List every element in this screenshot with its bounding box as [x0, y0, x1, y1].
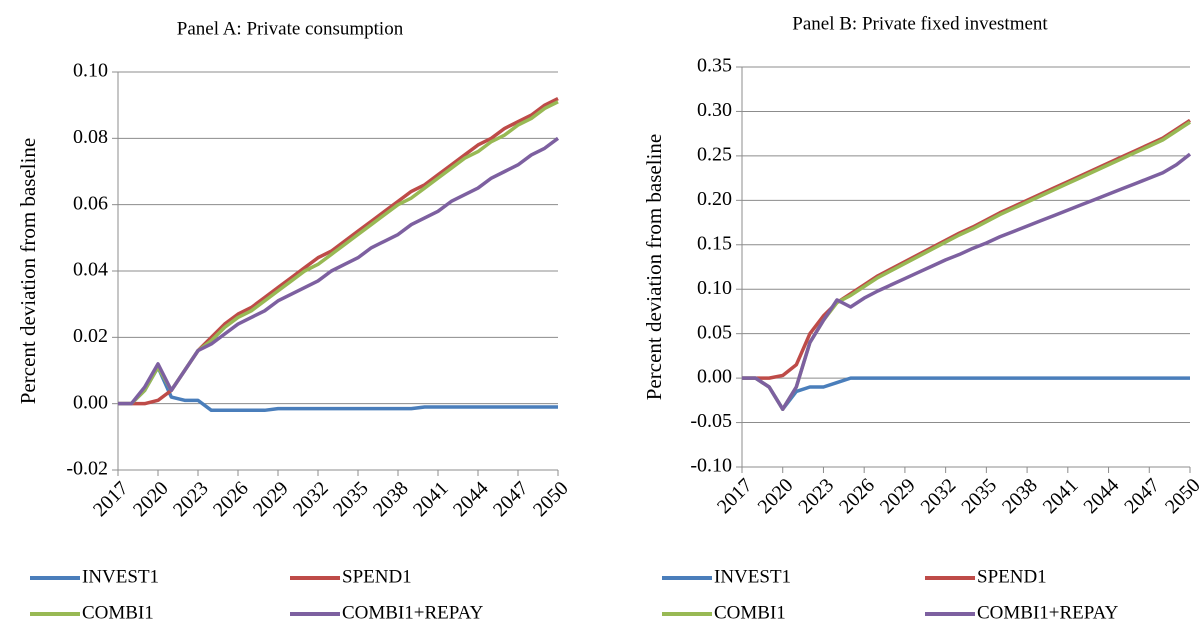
legend-label: COMBI1 — [82, 602, 154, 623]
x-tick-label: 2029 — [249, 477, 293, 521]
x-tick-label: 2035 — [957, 474, 1001, 518]
x-tick-label: 2044 — [449, 477, 493, 521]
y-tick-label: 0.05 — [697, 321, 732, 343]
y-tick-label: 0.35 — [697, 55, 732, 77]
x-tick-label: 2023 — [169, 477, 213, 521]
y-tick-label: 0.00 — [73, 391, 108, 413]
y-tick-label: -0.02 — [66, 458, 108, 480]
x-tick-label: 2035 — [329, 477, 373, 521]
x-tick-label: 2026 — [209, 477, 253, 521]
legend-label: SPEND1 — [977, 566, 1047, 587]
series-line — [742, 376, 1190, 411]
legend-label: COMBI1+REPAY — [977, 602, 1119, 623]
y-tick-label: 0.25 — [697, 143, 732, 165]
legend-label: COMBI1 — [714, 602, 786, 623]
x-tick-label: 2041 — [1039, 474, 1083, 518]
y-axis-label: Percent deviation from baseline — [642, 134, 666, 401]
y-tick-label: 0.06 — [73, 192, 108, 214]
series-line — [742, 120, 1191, 411]
x-tick-label: 2050 — [529, 477, 573, 521]
y-tick-label: 0.04 — [73, 259, 108, 281]
x-tick-label: 2026 — [835, 474, 879, 518]
y-tick-label: 0.00 — [697, 366, 732, 388]
legend-label: INVEST1 — [714, 566, 791, 587]
y-tick-label: -0.10 — [690, 455, 732, 477]
x-tick-label: 2017 — [89, 477, 133, 521]
legend-label: SPEND1 — [342, 566, 412, 587]
y-tick-label: 0.10 — [73, 60, 108, 82]
y-tick-label: 0.08 — [73, 126, 108, 148]
legend-label: INVEST1 — [82, 566, 159, 587]
series-line — [118, 136, 560, 406]
x-tick-label: 2050 — [1161, 474, 1199, 518]
y-axis-label: Percent deviation from baseline — [16, 138, 40, 405]
x-tick-label: 2020 — [754, 474, 798, 518]
series-line — [742, 152, 1192, 411]
y-tick-label: 0.10 — [697, 277, 732, 299]
chart-title: Panel A: Private consumption — [177, 18, 404, 39]
series-line — [118, 365, 558, 413]
x-tick-label: 2029 — [876, 474, 920, 518]
y-tick-label: -0.05 — [690, 410, 732, 432]
y-tick-label: 0.02 — [73, 325, 108, 347]
y-tick-label: 0.20 — [697, 188, 732, 210]
x-tick-label: 2032 — [917, 474, 961, 518]
x-tick-label: 2041 — [409, 477, 453, 521]
x-tick-label: 2047 — [489, 477, 533, 521]
x-tick-label: 2017 — [713, 474, 757, 518]
y-tick-label: 0.30 — [697, 99, 732, 121]
x-tick-label: 2044 — [1079, 474, 1123, 518]
x-tick-label: 2032 — [289, 477, 333, 521]
legend-label: COMBI1+REPAY — [342, 602, 484, 623]
series-line — [118, 100, 559, 406]
x-tick-label: 2047 — [1120, 474, 1164, 518]
x-tick-label: 2020 — [129, 477, 173, 521]
chart-title: Panel B: Private fixed investment — [792, 13, 1048, 34]
x-tick-label: 2038 — [369, 477, 413, 521]
y-tick-label: 0.15 — [697, 232, 732, 254]
x-tick-label: 2038 — [998, 474, 1042, 518]
x-tick-label: 2023 — [794, 474, 838, 518]
